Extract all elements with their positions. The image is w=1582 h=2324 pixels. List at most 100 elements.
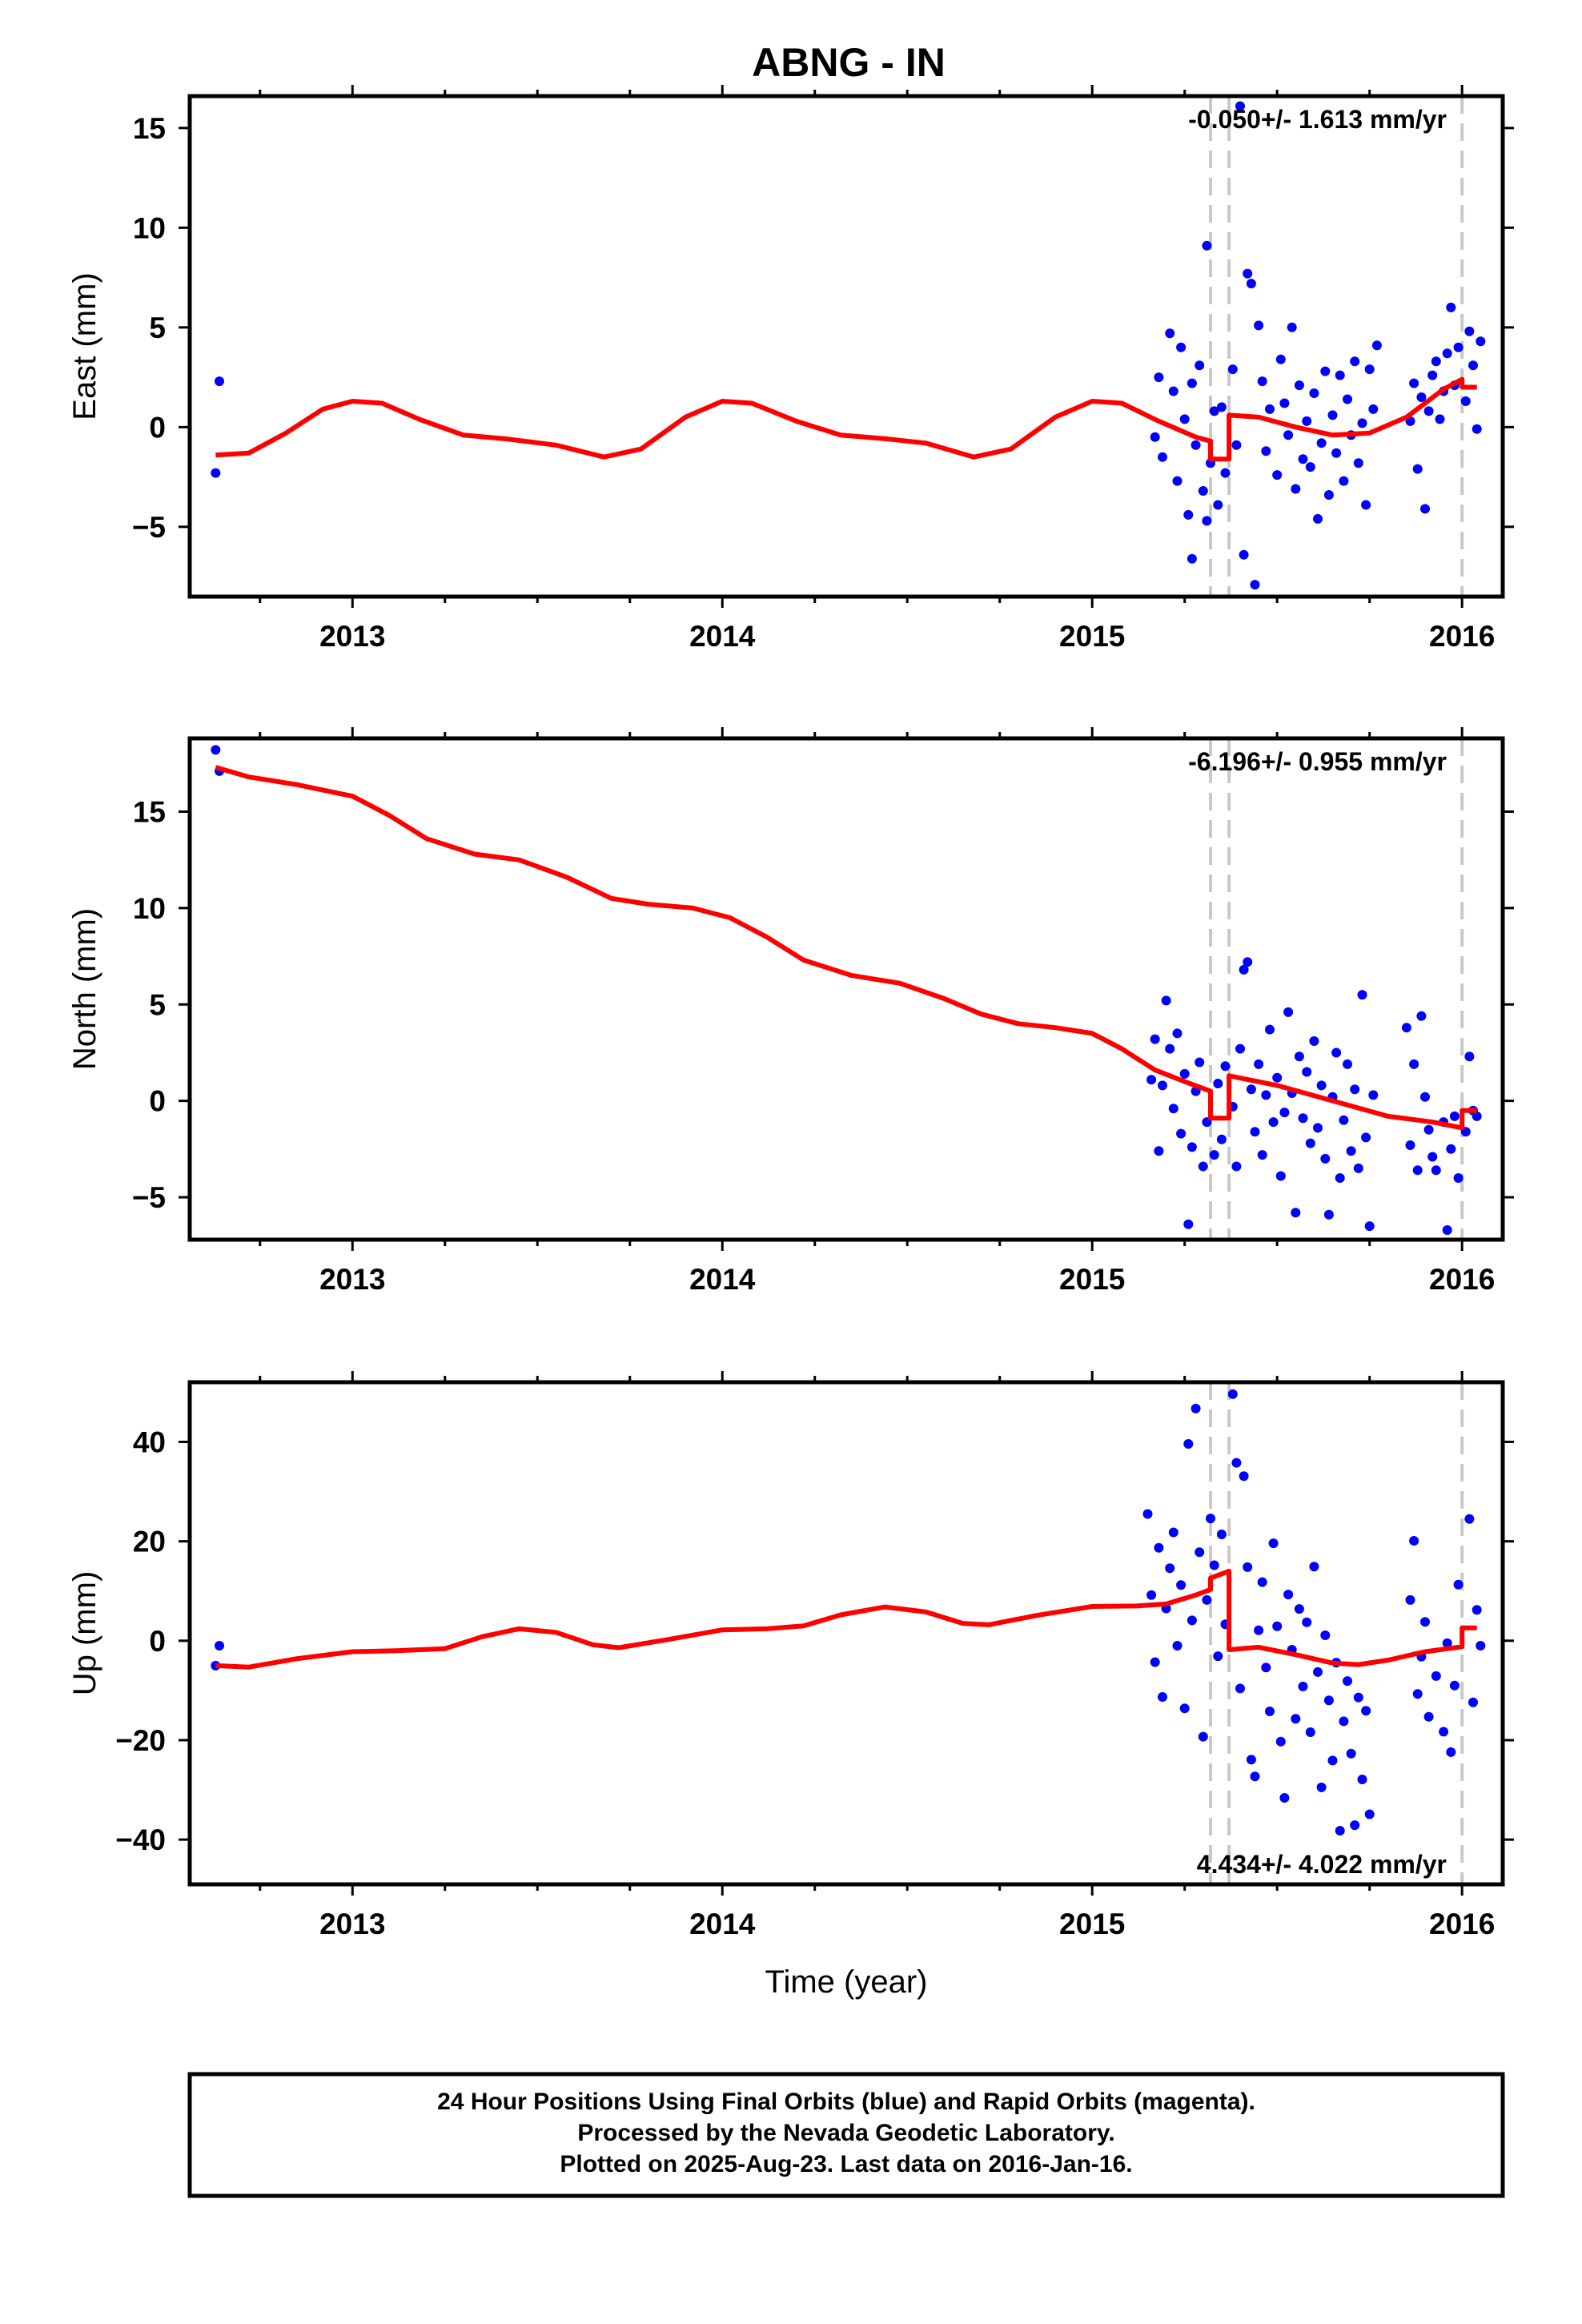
data-point — [1294, 380, 1304, 391]
data-point — [211, 468, 221, 478]
data-point — [1254, 320, 1264, 331]
data-points — [211, 745, 1482, 1235]
data-point — [1316, 438, 1327, 448]
data-point — [1361, 500, 1371, 510]
data-point — [1172, 476, 1182, 486]
data-point — [1335, 370, 1345, 380]
y-axis-label: Up (mm) — [67, 1571, 102, 1696]
data-point — [1427, 1152, 1438, 1162]
figure-title: ABNG - IN — [752, 40, 946, 85]
data-point — [1320, 1153, 1331, 1164]
y-tick-label: −20 — [115, 1724, 166, 1757]
data-point — [1216, 1134, 1227, 1144]
y-tick-label: 15 — [133, 112, 166, 145]
data-points — [211, 1389, 1486, 1835]
data-point — [1302, 1067, 1312, 1077]
data-point — [1350, 356, 1360, 367]
data-point — [1198, 486, 1208, 496]
data-point — [1446, 302, 1456, 312]
data-point — [1346, 1146, 1356, 1156]
data-point — [1442, 1225, 1452, 1235]
data-point — [1261, 1663, 1271, 1673]
data-point — [1401, 1023, 1411, 1033]
data-point — [1268, 1538, 1279, 1549]
data-point — [1165, 328, 1175, 339]
data-points — [211, 101, 1486, 590]
data-point — [215, 1641, 224, 1651]
data-point — [1150, 432, 1160, 442]
data-point — [1361, 1706, 1371, 1716]
data-point — [1275, 1171, 1286, 1181]
data-point — [1257, 1577, 1267, 1587]
data-point — [1357, 418, 1367, 428]
data-point — [1146, 1590, 1157, 1600]
data-point — [1272, 1621, 1283, 1631]
data-point — [1246, 279, 1256, 289]
data-point — [1227, 364, 1238, 375]
data-point — [1309, 1562, 1319, 1572]
data-point — [1154, 1146, 1164, 1156]
data-point — [1309, 388, 1319, 398]
panel-up: 2013 2014 2015 2016 −40 −20 0 20 40 Up (mm) Time (… — [67, 1371, 1514, 2000]
data-point — [1423, 1124, 1434, 1135]
data-point — [1283, 1007, 1294, 1017]
plot-frame — [187, 736, 1505, 1242]
data-point — [1431, 1165, 1441, 1176]
data-point — [1350, 1084, 1360, 1095]
y-tick-label: 40 — [133, 1425, 166, 1458]
data-point — [1305, 1138, 1315, 1148]
data-point — [1405, 1140, 1415, 1150]
model-fit-line — [215, 376, 1477, 462]
data-point — [1257, 1150, 1267, 1160]
data-point — [1257, 376, 1267, 387]
data-point — [1195, 360, 1205, 371]
data-point — [1231, 440, 1242, 450]
data-point — [1468, 360, 1478, 371]
x-tick-label: 2014 — [689, 620, 756, 653]
data-point — [1183, 1219, 1194, 1229]
x-tick-label: 2013 — [319, 620, 385, 653]
data-point — [1316, 1080, 1327, 1091]
data-point — [1161, 995, 1171, 1006]
model-fit-line — [215, 1568, 1477, 1670]
data-point — [1220, 468, 1231, 478]
data-point — [1353, 458, 1363, 468]
data-point — [1357, 990, 1367, 1000]
data-point — [1298, 1113, 1308, 1124]
data-point — [1261, 446, 1271, 456]
data-point — [1309, 1036, 1319, 1046]
plot-frame — [187, 94, 1505, 599]
data-point — [1275, 354, 1286, 364]
data-point — [1213, 1079, 1223, 1088]
data-point — [1316, 1782, 1327, 1792]
data-point — [1313, 513, 1323, 524]
data-point — [1409, 1059, 1419, 1069]
plot-frame — [187, 1380, 1505, 1887]
y-tick-label: 5 — [149, 312, 166, 344]
data-point — [1339, 1716, 1349, 1727]
data-point — [1186, 553, 1197, 564]
data-point — [1146, 1075, 1157, 1085]
data-point — [1446, 1747, 1456, 1757]
data-point — [1420, 1617, 1430, 1627]
data-point — [1279, 1108, 1290, 1118]
data-point — [1431, 1671, 1441, 1681]
data-point — [1364, 1809, 1375, 1819]
data-point — [1202, 1594, 1212, 1605]
x-tick-label: 2016 — [1429, 1263, 1495, 1296]
data-point — [1335, 1173, 1345, 1183]
data-point — [1423, 1711, 1434, 1722]
data-point — [1409, 1536, 1419, 1546]
data-point — [1353, 1163, 1363, 1173]
data-point — [1368, 404, 1379, 414]
data-point — [1176, 1128, 1186, 1139]
data-point — [1209, 406, 1219, 416]
model-fit-line — [215, 765, 1477, 1131]
y-tick-label: 0 — [149, 411, 166, 444]
data-point — [1472, 1605, 1482, 1615]
data-point — [1243, 268, 1253, 279]
data-point — [1346, 1748, 1356, 1759]
velocity-label: -0.050+/- 1.613 mm/yr — [1188, 105, 1447, 134]
x-tick-label: 2015 — [1059, 1908, 1125, 1940]
y-tick-label: 0 — [149, 1085, 166, 1118]
